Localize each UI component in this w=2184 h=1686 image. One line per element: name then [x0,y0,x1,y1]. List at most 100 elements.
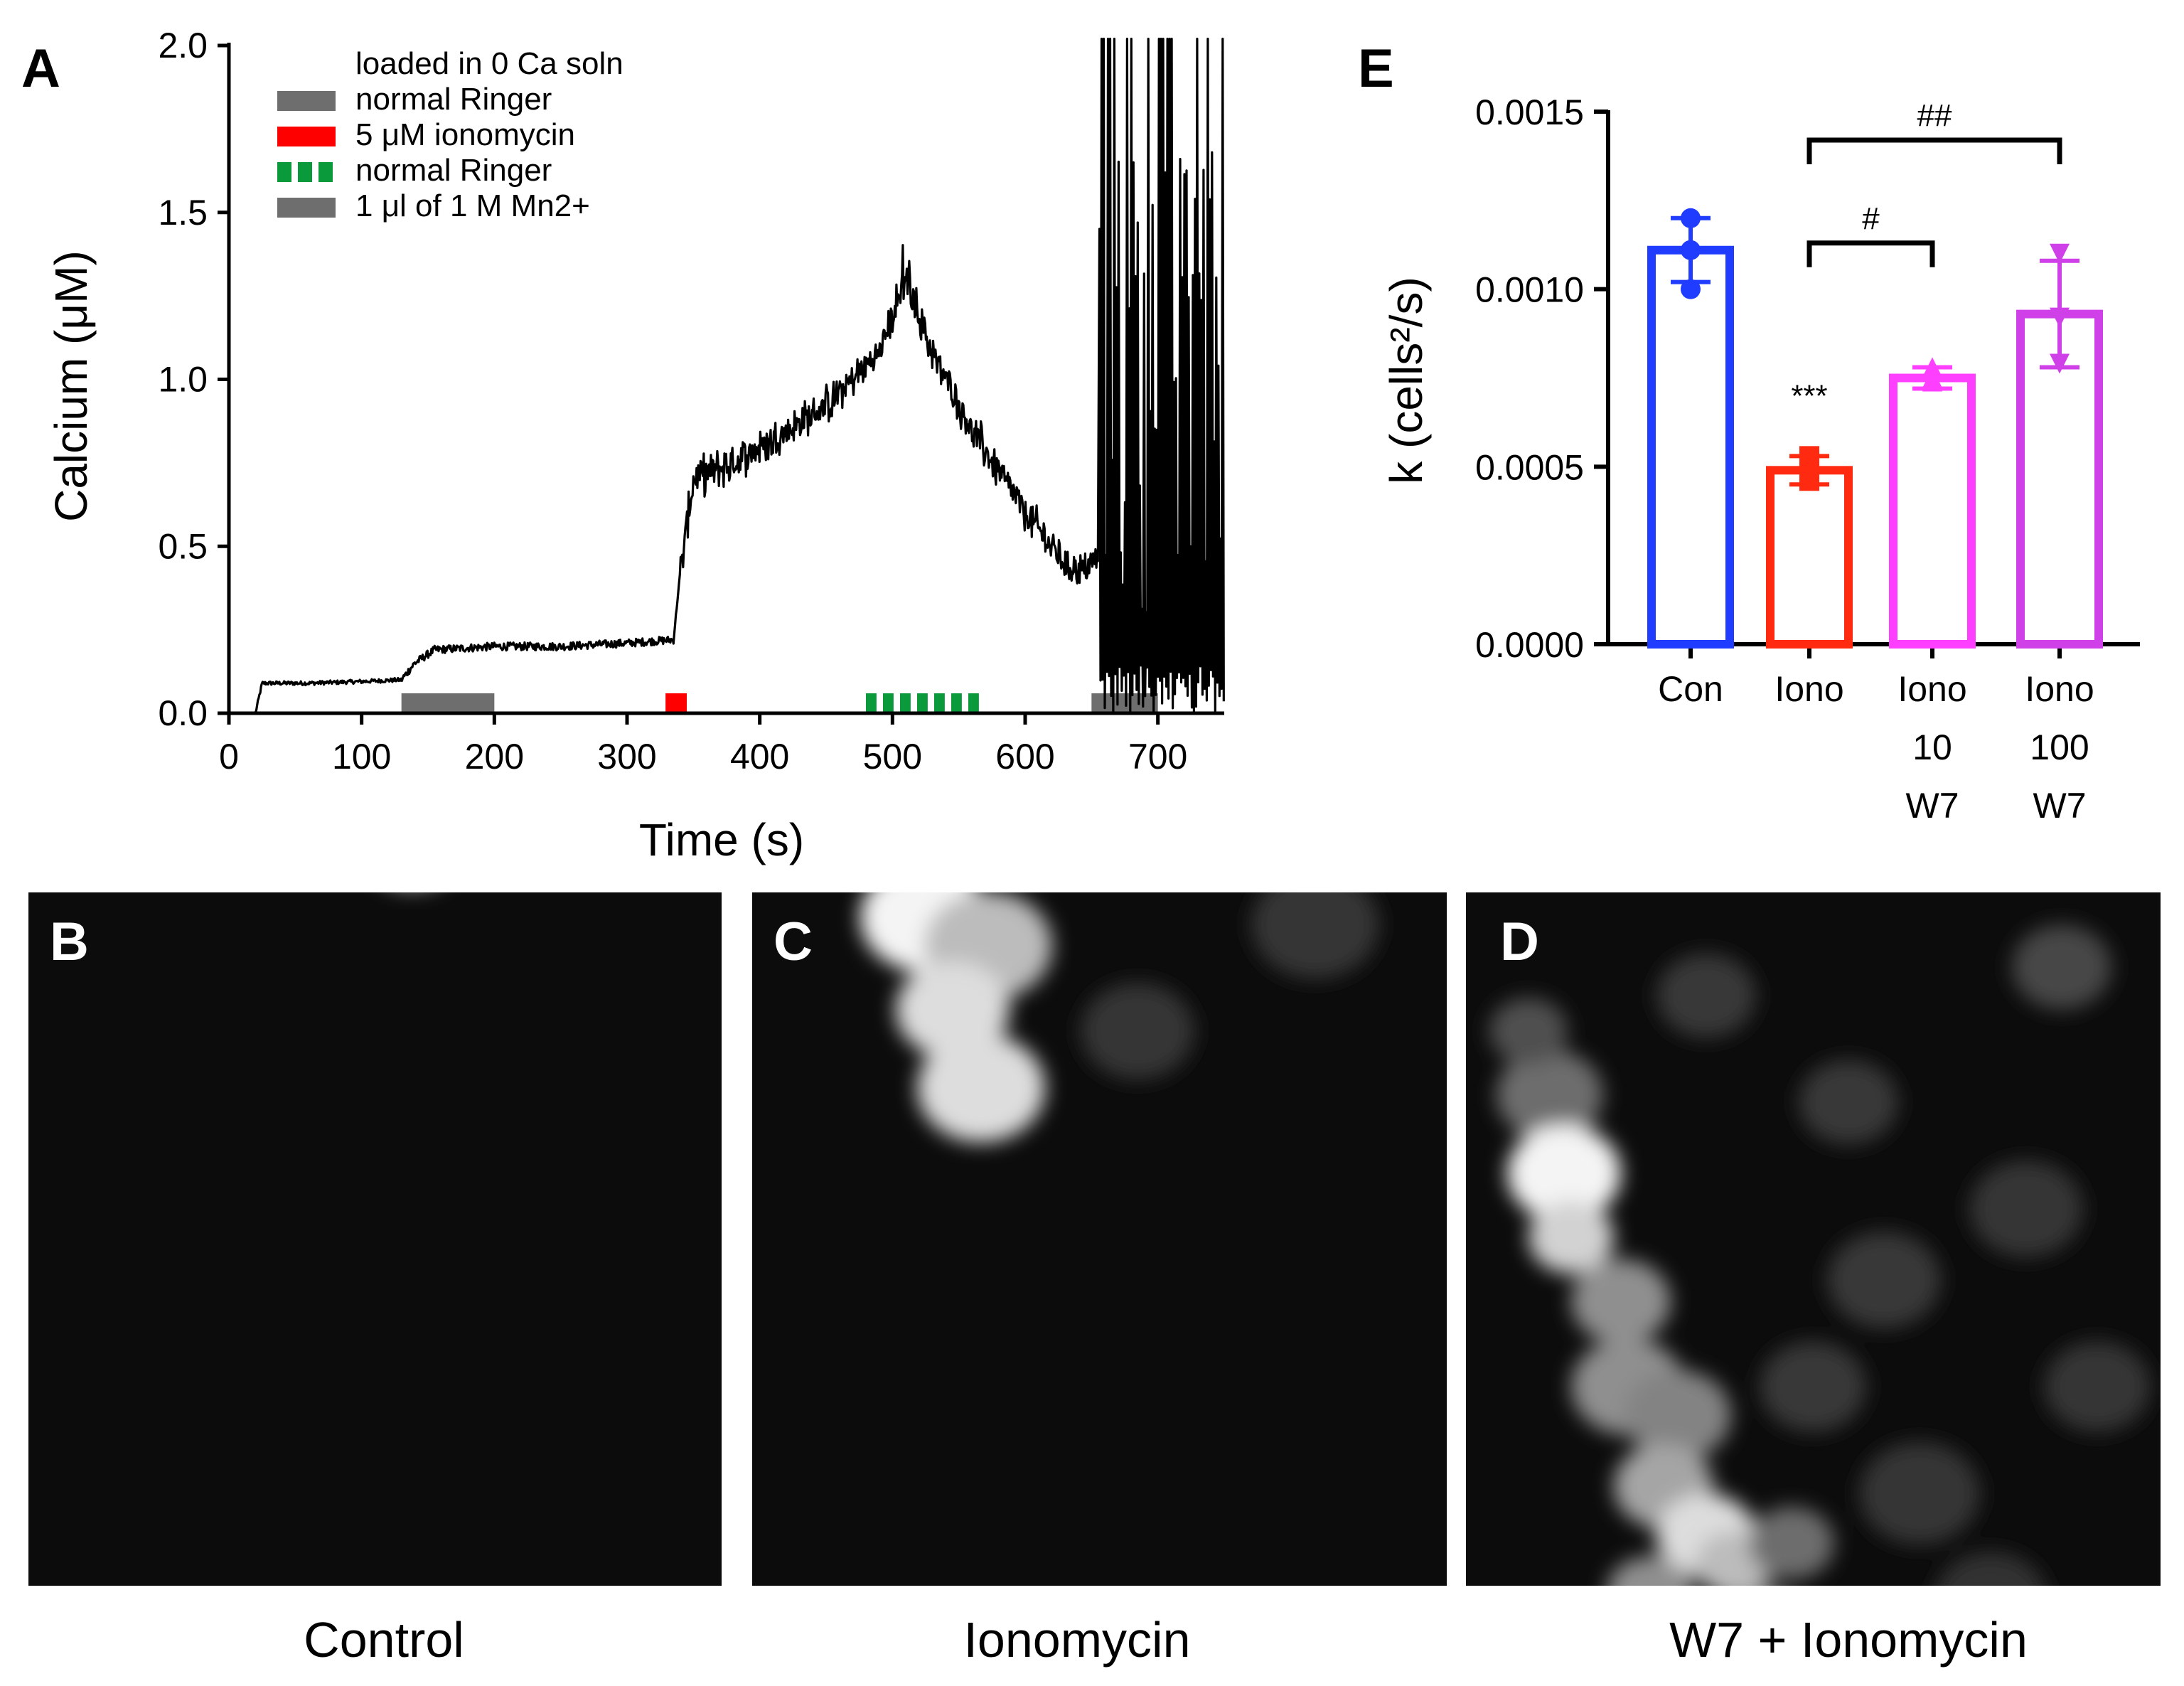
caption-control: Control [304,1612,464,1668]
cell-blob [1251,892,1379,979]
application-bar [665,693,687,713]
panel-a-axes: 0.0 0.5 1.0 1.5 2.0 0 100 200 300 400 500 600 700 [158,26,1224,777]
data-point [1681,240,1701,260]
cell-blob [110,87,224,183]
application-bar-segment [951,693,962,713]
significance-bracket-label: ## [1917,98,1952,133]
significance-bracket [1806,137,2062,164]
cell-blob [277,541,377,626]
data-point [2050,307,2070,328]
calcium-trace-line [254,38,1225,714]
significance-bracket [1806,240,1935,267]
cell-blob [149,429,277,538]
bar-1 [1766,466,1853,649]
data-point [1681,279,1701,299]
legend-entry-label: 1 μl of 1 M Mn2+ [355,188,590,223]
caption-w7-ionomycin: W7 + Ionomycin [1669,1612,2028,1668]
panel-a-y-axis-title: Calcium (μM) [46,250,97,522]
cell-blob [1265,242,1365,327]
legend-entry-label: loaded in 0 Ca soln [355,46,623,81]
panel-a-y-tick-label: 0.5 [158,526,208,566]
panel-a-x-tick-label: 500 [863,737,922,777]
panel-e-y-tick-label: 0.0005 [1475,447,1584,487]
cell-blob [946,612,1045,697]
image-panel-c: C [752,91,1447,1586]
image-panel-d: D [1466,892,2161,1586]
cell-blob [1081,983,1194,1079]
application-bar [401,693,495,713]
cell-blob [242,577,355,674]
panel-e-category-label: Iono [1897,669,1966,709]
cell-blob [1799,1060,1898,1145]
panel-a-x-tick-label: 200 [465,737,524,777]
panel-e-category-label: W7 [2033,786,2087,826]
application-bar-segment [968,693,979,713]
significance-bracket-label: # [1862,201,1880,236]
panel-e-brackets: ### [1806,98,2062,267]
panel-label-d: D [1500,912,1539,972]
cell-blob [1489,998,1568,1065]
panel-a: A Calcium (μM) Time (s) loaded in 0 Ca s… [21,26,1225,865]
panel-e: E k (cells²/s) 0.0000 0.0005 0.0010 0.0015 C… [1358,38,2140,826]
application-bar-segment [900,693,911,713]
cell-blob [508,269,629,372]
cell-blob [1607,1557,1691,1586]
cell-blob [363,804,462,889]
panel-label-c: C [774,912,813,972]
panel-a-x-tick-label: 300 [597,737,656,777]
data-point [1922,357,1942,378]
application-bar [1091,693,1158,713]
significance-annotation: *** [1791,378,1827,413]
bar-0 [1647,245,1734,649]
panel-e-category-label: W7 [1906,786,1959,826]
panel-e-y-tick-label: 0.0010 [1475,270,1584,310]
legend-swatch-segment [318,162,333,182]
cell-blob [1749,1507,1834,1579]
panel-a-y-tick-label: 1.5 [158,193,208,233]
legend-swatch-segment [298,162,312,182]
panel-label-e: E [1358,38,1394,99]
cell-blob [953,312,1038,385]
cell-blob [1969,1161,2083,1257]
cell-blob [2044,1341,2151,1432]
panel-label-a: A [21,38,60,99]
cell-blob [1326,695,1447,799]
cell-blob [917,1033,1045,1143]
application-bar-segment [883,693,894,713]
cell-blob [1827,1232,1941,1328]
cell-blob [1859,1441,1980,1545]
cell-blob [1656,953,1756,1038]
panel-a-x-tick-label: 700 [1128,737,1187,777]
cell-blob [316,678,395,745]
data-point [2050,243,2070,264]
panel-e-y-tick-label: 0.0015 [1475,92,1584,132]
panel-a-y-tick-label: 2.0 [158,26,208,65]
panel-e-bars: *** [1647,208,2103,649]
legend-swatch [277,91,336,111]
cell-blob [1507,1125,1621,1222]
cell-blob [1936,1552,2045,1586]
legend-entry-label: 5 μM ionomycin [355,117,575,152]
panel-label-b: B [50,912,89,972]
panel-a-x-tick-label: 400 [730,737,789,777]
panel-e-category-label: 100 [2030,727,2089,767]
legend-swatch [277,127,336,146]
panel-a-y-tick-label: 1.0 [158,360,208,400]
application-bar-segment [866,693,877,713]
image-panel-b: B [28,87,722,1586]
panel-e-category-label: Con [1658,669,1723,709]
panel-e-y-tick-label: 0.0000 [1475,625,1584,665]
cell-blob [1020,91,1141,194]
panel-a-application-bars [401,693,1158,713]
panel-a-y-tick-label: 0.0 [158,693,208,733]
cell-blob [1497,1050,1603,1141]
application-bar-segment [917,693,928,713]
cell-blob [1529,1201,1614,1274]
cell-blob [1624,1370,1731,1461]
legend-swatch [277,198,336,218]
data-point [1681,208,1701,228]
cell-blob [1760,1341,1866,1432]
cell-blob [1212,582,1347,698]
